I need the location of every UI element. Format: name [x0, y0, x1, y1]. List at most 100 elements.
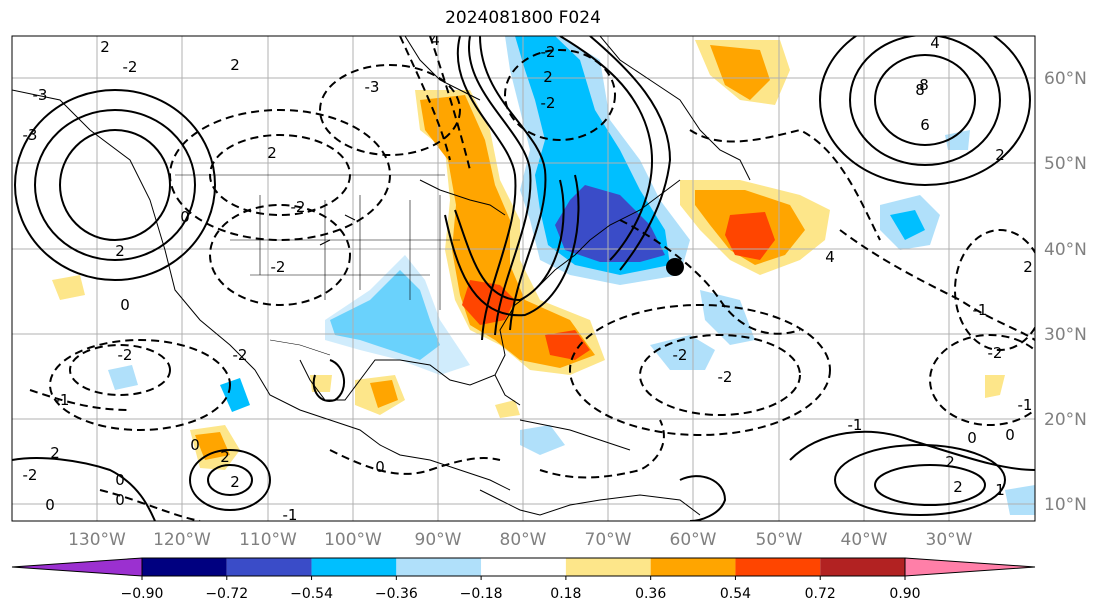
- contour-label: -3: [23, 126, 38, 144]
- solid-contours: [12, 36, 1035, 521]
- colorbar-tick-label: 0.54: [720, 586, 751, 602]
- contour-label: -1: [848, 416, 863, 434]
- lon-label-120w: 120°W: [153, 530, 211, 550]
- contour-label: -1: [973, 301, 988, 319]
- contour-label: 2: [1023, 258, 1033, 276]
- colorbar-tick-label: −0.72: [205, 586, 248, 602]
- contour-label: -2: [541, 94, 556, 112]
- contour-label: 2: [115, 242, 125, 260]
- contour-label: 0: [115, 491, 125, 509]
- colorbar: −0.90 −0.72 −0.54 −0.36 −0.18 0.18 0.36 0.54 0.7…: [11, 557, 1036, 602]
- contour-label: -2: [233, 346, 248, 364]
- contour-label: 2: [953, 478, 963, 496]
- contour-label: -2: [271, 258, 286, 276]
- contour-labels: 22-2-3-32-3-24-22-20-2842200-24862-2-10-…: [23, 31, 1033, 524]
- contour-label: 1: [995, 481, 1005, 499]
- shade-lightblue-2: [325, 255, 470, 375]
- lon-label-80w: 80°W: [500, 530, 547, 550]
- contour-label: 0: [120, 296, 130, 314]
- colorbar-swatch: [565, 558, 651, 576]
- contour-label: -2: [541, 43, 556, 61]
- lon-label-60w: 60°W: [670, 530, 717, 550]
- contour-label: -2: [673, 346, 688, 364]
- borders: [175, 174, 460, 356]
- contour-label: 2: [995, 146, 1005, 164]
- colorbar-tick-label: −0.36: [375, 586, 418, 602]
- contour-label: -2: [718, 368, 733, 386]
- shade-red-3: [725, 212, 775, 260]
- contour-label: -2: [23, 466, 38, 484]
- lon-label-30w: 30°W: [926, 530, 973, 550]
- colorbar-swatch: [820, 558, 905, 576]
- shade-orange-3: [710, 45, 770, 100]
- lat-label-30n: 30°N: [1044, 325, 1087, 345]
- shade-orange-4: [195, 432, 230, 460]
- shade-darkblue-1: [555, 185, 665, 262]
- contour-label: 8: [915, 81, 925, 99]
- colorbar-tick-label: 0.36: [635, 586, 666, 602]
- shade-lightblue-6: [520, 425, 565, 455]
- lon-label-100w: 100°W: [324, 530, 382, 550]
- lat-label-60n: 60°N: [1044, 69, 1087, 89]
- lon-label-70w: 70°W: [585, 530, 632, 550]
- contour-label: -2: [118, 346, 133, 364]
- map-frame: [11, 35, 1036, 522]
- colorbar-swatch: [311, 558, 397, 576]
- contour-label: 0: [190, 436, 200, 454]
- colorbar-tick-label: −0.18: [460, 586, 503, 602]
- lat-label-50n: 50°N: [1044, 154, 1087, 174]
- colorbar-swatch: [396, 558, 482, 576]
- shade-lightblue-9: [945, 130, 970, 150]
- colorbar-tick-label: 0.18: [550, 586, 581, 602]
- contour-label: -3: [33, 86, 48, 104]
- contour-label: 0: [375, 458, 385, 476]
- lat-label-10n: 10°N: [1044, 495, 1087, 515]
- colorbar-swatch: [142, 558, 227, 576]
- contour-label: -2: [988, 344, 1003, 362]
- contour-label: 2: [543, 68, 553, 86]
- lon-label-130w: 130°W: [68, 530, 126, 550]
- shade-yellow-9: [495, 400, 520, 418]
- storm-marker-dot: [666, 258, 684, 276]
- shade-red-2: [545, 330, 590, 360]
- colorbar-swatch: [481, 558, 566, 576]
- shade-lightblue-5: [700, 290, 755, 345]
- colorbar-swatch: [735, 558, 821, 576]
- contour-label: 0: [45, 496, 55, 514]
- colorbar-tick-label: 0.72: [805, 586, 836, 602]
- contour-label: 0: [1005, 426, 1015, 444]
- contour-label: -3: [365, 78, 380, 96]
- lon-label-110w: 110°W: [239, 530, 297, 550]
- colorbar-under-arrow: [11, 557, 143, 577]
- shade-yellow-7: [52, 275, 85, 300]
- contour-label: 0: [115, 471, 125, 489]
- contour-label: -2: [123, 58, 138, 76]
- lat-label-20n: 20°N: [1044, 410, 1087, 430]
- map-title: 2024081800 F024: [445, 8, 601, 28]
- contour-label: -2: [291, 198, 306, 216]
- latitude-axis: 60°N 50°N 40°N 30°N 20°N 10°N: [1044, 69, 1087, 515]
- contour-label: 2: [230, 56, 240, 74]
- colorbar-tick-label: −0.90: [121, 586, 164, 602]
- contour-label: 2: [267, 144, 277, 162]
- colorbar-tick-label: −0.54: [290, 586, 333, 602]
- contour-label: 8: [919, 76, 929, 94]
- map-content: 22-2-3-32-3-24-22-20-2842200-24862-2-10-…: [12, 31, 1035, 524]
- colorbar-swatch: [226, 558, 312, 576]
- contour-label: -1: [283, 506, 298, 524]
- contour-label: 2: [100, 38, 110, 56]
- shade-yellow-8: [985, 375, 1005, 398]
- shade-skyblue-4: [220, 378, 250, 412]
- lon-label-50w: 50°W: [756, 530, 803, 550]
- colorbar-over-arrow: [904, 557, 1036, 577]
- lat-label-40n: 40°N: [1044, 240, 1087, 260]
- shade-lightblue-8: [1005, 485, 1035, 515]
- shade-lightblue-7: [108, 365, 138, 390]
- coastlines: [12, 36, 751, 516]
- shade-lightblue-4: [650, 335, 715, 370]
- shade-orange-5: [370, 380, 398, 408]
- contour-label: 4: [825, 248, 835, 266]
- contour-label: 6: [920, 116, 930, 134]
- contour-label: 4: [430, 31, 440, 49]
